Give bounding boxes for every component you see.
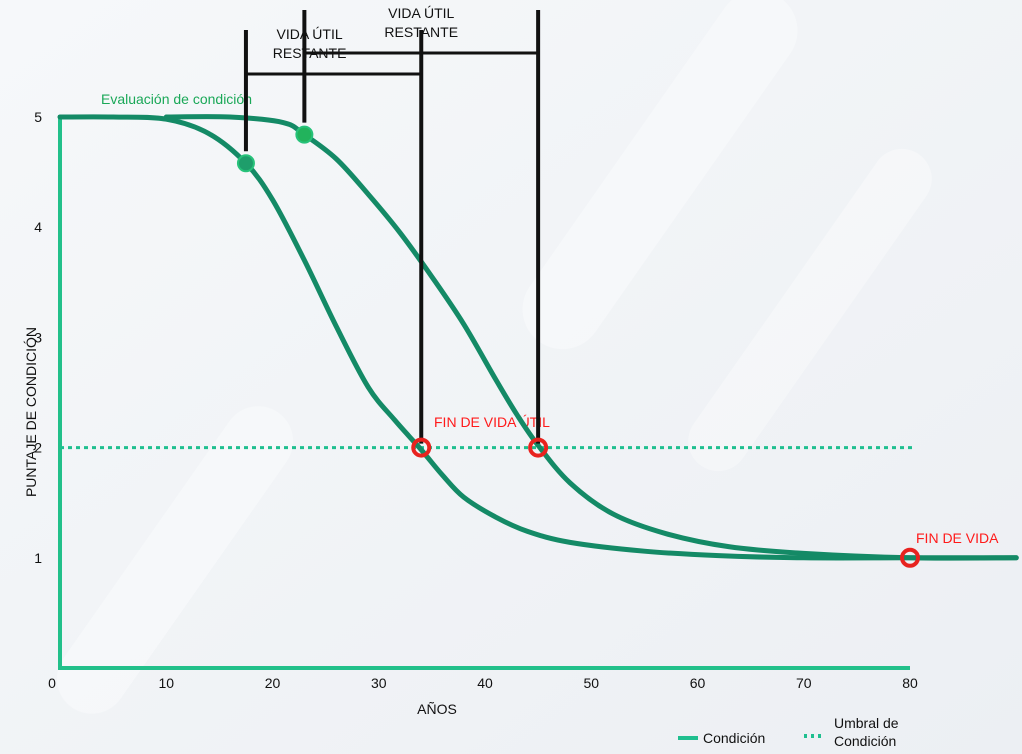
- end-of-life-label: FIN DE VIDA: [916, 530, 999, 546]
- y-axis-title: PUNTAJE DE CONDICIÓN: [23, 327, 39, 497]
- end-of-life-marker: [411, 437, 432, 458]
- remaining-life-label-line1: VIDA ÚTIL: [277, 26, 343, 42]
- background-streaks: [56, 0, 932, 714]
- legend-threshold-label-line2: Condición: [834, 733, 896, 749]
- x-tick-label: 20: [265, 675, 281, 691]
- x-tick-label: 40: [477, 675, 493, 691]
- remaining-life-label-line1: VIDA ÚTIL: [388, 5, 454, 21]
- y-tick-label: 5: [34, 109, 42, 125]
- x-tick-label: 60: [690, 675, 706, 691]
- condition-assessment-point: [236, 154, 255, 173]
- chart-marks: 0 10 20 30 40 50 60 70 80 1 2 3 4 5 VIDA ÚTIL RESTANTE V…: [34, 5, 1019, 691]
- legend-threshold-label-line1: Umbral de: [834, 715, 899, 731]
- end-of-life-marker: [528, 437, 549, 458]
- x-tick-label: 10: [158, 675, 174, 691]
- condition-assessment-point: [295, 125, 314, 144]
- x-tick-label: 70: [796, 675, 812, 691]
- y-tick-label: 4: [34, 219, 42, 235]
- y-tick-label: 1: [34, 550, 42, 566]
- x-tick-label: 50: [583, 675, 599, 691]
- x-tick-label: 0: [48, 675, 56, 691]
- x-tick-label: 80: [902, 675, 918, 691]
- end-useful-life-label: FIN DE VIDA ÚTIL: [434, 414, 550, 430]
- condition-curve-early: [57, 114, 1019, 561]
- x-axis-title: AÑOS: [417, 701, 457, 717]
- y-tick-label: 3: [34, 329, 42, 345]
- end-of-life-marker: [900, 547, 920, 568]
- y-tick-label: 2: [34, 440, 42, 456]
- x-tick-label: 30: [371, 675, 387, 691]
- legend: Condición Umbral de Condición: [678, 715, 899, 749]
- legend-condition-label: Condición: [703, 730, 765, 746]
- condition-assessment-label: Evaluación de condición: [101, 91, 252, 107]
- remaining-life-label-line2: RESTANTE: [384, 24, 458, 40]
